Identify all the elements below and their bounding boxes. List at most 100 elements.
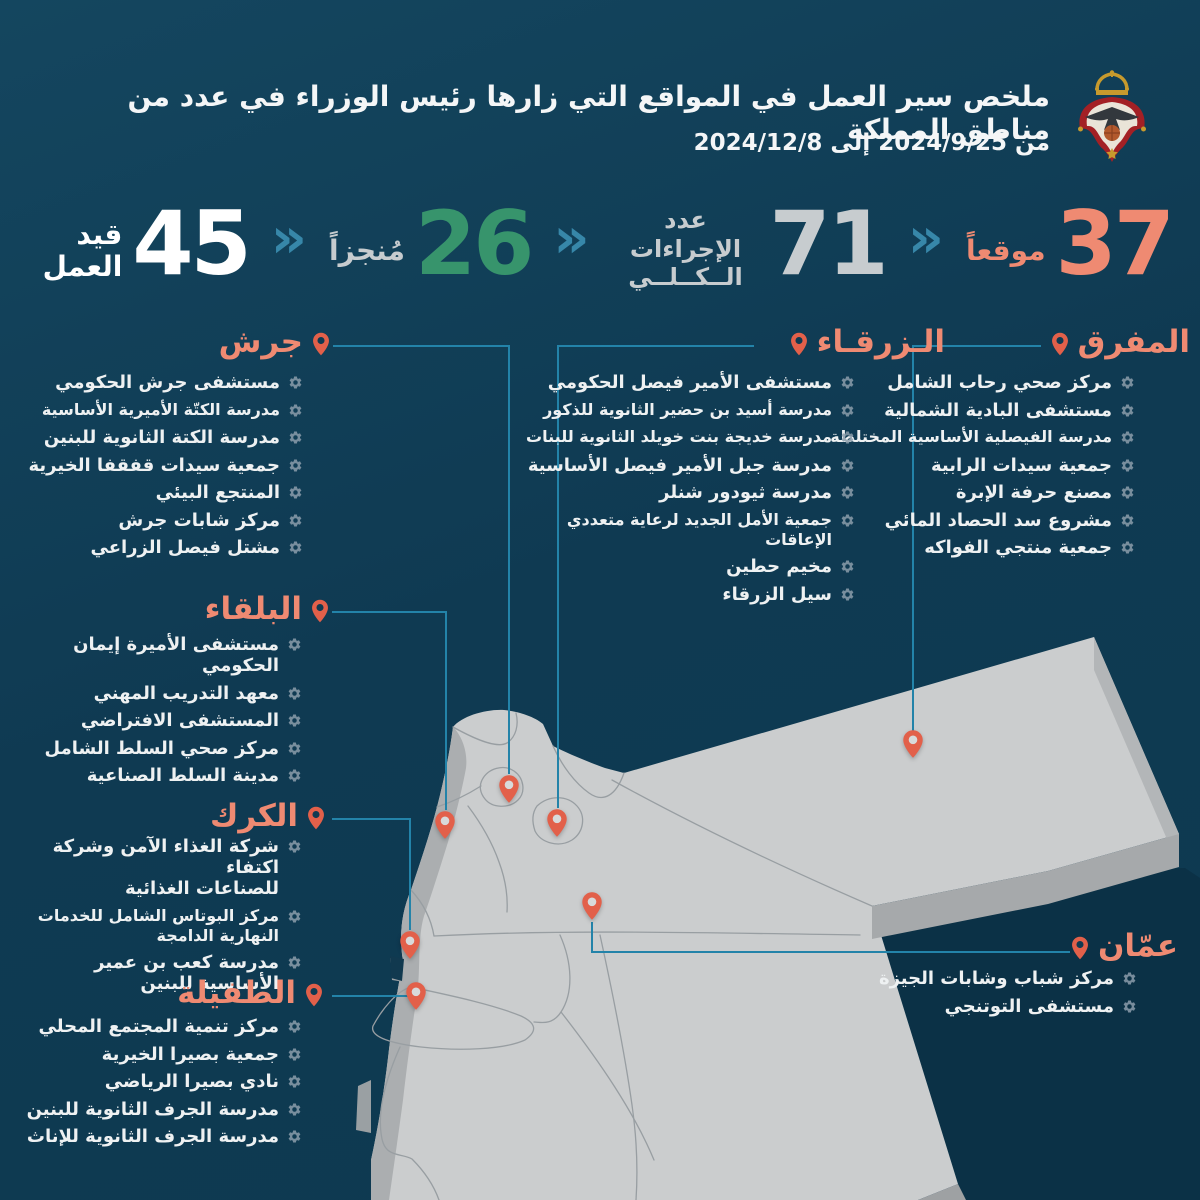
gear-icon: [287, 686, 302, 701]
site-item: مركز تنمية المجتمع المحلي: [12, 1016, 302, 1037]
gear-icon: [288, 513, 303, 528]
map-dead-sea: [390, 956, 404, 981]
region-header-tafilah: الطفيلة: [177, 978, 323, 1009]
site-item: مستشفى التوتنجي: [857, 996, 1137, 1017]
stat-in-progress: 45 قيد العمل: [0, 199, 252, 287]
gear-icon: [287, 955, 302, 970]
region-header-balqa: البلقاء: [205, 594, 329, 625]
gear-icon: [840, 430, 855, 445]
stat-completed: 26 مُنجزاً: [328, 191, 534, 295]
region-header-zarqa: الـزرقـاء: [790, 327, 945, 358]
gear-icon: [287, 1074, 302, 1089]
jordan-coat-of-arms: [1078, 70, 1146, 162]
gear-icon: [287, 909, 302, 924]
location-pin-icon: [1051, 332, 1069, 356]
gear-icon: [287, 1129, 302, 1144]
site-item: مستشفى الأميرة إيمان الحكومي: [22, 634, 302, 676]
gear-icon: [1120, 375, 1135, 390]
region-title: جرش: [218, 324, 303, 360]
gear-icon: [287, 1047, 302, 1062]
site-item: مركز شابات جرش: [28, 510, 303, 531]
region-header-jerash: جرش: [219, 327, 330, 358]
connector-zarqa-h: [558, 345, 754, 347]
location-pin-icon: [311, 599, 329, 623]
connector-mafraq-v: [912, 345, 914, 731]
site-item: جمعية سيدات قفقفا الخيرية: [28, 455, 303, 476]
gear-icon: [288, 375, 303, 390]
gear-icon: [840, 513, 855, 528]
summary-stats: 37 موقعاً « 71 عدد الإجراءات الــكــلــي…: [0, 191, 1175, 295]
stat-total-label-line1: عدد الإجراءات: [629, 205, 742, 263]
site-item: مركز شباب وشابات الجيزة: [857, 968, 1137, 989]
site-item: معهد التدريب المهني: [22, 683, 302, 704]
region-title: البلقاء: [204, 591, 302, 627]
map-pin-mafraq: [902, 729, 924, 759]
gear-icon: [288, 403, 303, 418]
map-governorate-borders: [372, 712, 873, 1200]
site-item: مدرسة الجرف الثانوية للبنين: [12, 1099, 302, 1120]
gear-icon: [287, 768, 302, 783]
region-title: الكرك: [210, 798, 298, 834]
connector-amman-v: [591, 922, 593, 953]
site-item: مدرسة الكتة الثانوية للبنين: [28, 427, 303, 448]
site-item: جمعية الأمل الجديد لرعاية متعددي الإعاقا…: [520, 510, 855, 550]
connector-balqa-v: [445, 611, 447, 810]
gear-icon: [287, 741, 302, 756]
site-item: مدرسة جبل الأمير فيصل الأساسية: [520, 455, 855, 476]
site-list-balqa: مستشفى الأميرة إيمان الحكومي معهد التدري…: [22, 634, 302, 786]
site-item: مشروع سد الحصاد المائي: [815, 510, 1135, 531]
site-item: جمعية سيدات الرابية: [815, 455, 1135, 476]
gear-icon: [287, 713, 302, 728]
region-header-amman: عمّان: [1071, 931, 1178, 962]
gear-icon: [1120, 403, 1135, 418]
connector-balqa-h: [332, 611, 446, 613]
page-title: ملخص سير العمل في المواقع التي زارها رئي…: [127, 80, 1050, 146]
connector-mafraq-h: [913, 345, 1041, 347]
site-item: مدرسة كعب بن عمير الأساسية للبنين: [22, 952, 302, 994]
map-side-face-east: [1094, 637, 1179, 867]
stat-completed-label: مُنجزاً: [328, 233, 405, 267]
connector-karak-v: [409, 818, 411, 930]
site-item: مدرسة الكتّة الأميرية الأساسية: [28, 400, 303, 421]
gear-icon: [1122, 971, 1137, 986]
date-range: من 2024/9/25 إلى 2024/12/8: [693, 130, 1050, 156]
map-pin-amman: [581, 891, 603, 921]
site-item: مدرسة أسيد بن حضير الثانوية للذكور: [520, 400, 855, 421]
location-pin-icon: [790, 332, 808, 356]
gear-icon: [840, 559, 855, 574]
chevron-separator-icon: «: [553, 206, 590, 271]
gear-icon: [287, 1102, 302, 1117]
region-title: المفرق: [1077, 324, 1190, 360]
location-pin-icon: [305, 983, 323, 1007]
site-item: مستشفى البادية الشمالية: [815, 400, 1135, 421]
site-list-tafilah: مركز تنمية المجتمع المحلي جمعية بصيرا ال…: [12, 1016, 302, 1147]
site-list-karak: شركة الغذاء الآمن وشركة اكتفاء للصناعات …: [22, 836, 302, 994]
stat-total-actions: 71 عدد الإجراءات الــكــلــي: [612, 196, 889, 292]
gear-icon: [288, 430, 303, 445]
connector-karak-h: [332, 818, 410, 820]
map-pin-zarqa: [546, 808, 568, 838]
gear-icon: [840, 375, 855, 390]
gear-icon: [287, 839, 302, 854]
connector-zarqa-v: [557, 345, 559, 808]
site-item: مركز صحي السلط الشامل: [22, 738, 302, 759]
site-list-jerash: مستشفى جرش الحكومي مدرسة الكتّة الأميرية…: [28, 372, 303, 558]
connector-amman-h: [591, 951, 1070, 953]
gear-icon: [1120, 458, 1135, 473]
site-item: جمعية بصيرا الخيرية: [12, 1044, 302, 1065]
region-title: الـزرقـاء: [816, 324, 945, 360]
map-pin-karak: [399, 930, 421, 960]
site-item: نادي بصيرا الرياضي: [12, 1071, 302, 1092]
site-item: مستشفى جرش الحكومي: [28, 372, 303, 393]
site-item: مدرسة الفيصلية الأساسية المختلطة: [815, 427, 1135, 448]
site-item: المنتجع البيئي: [28, 482, 303, 503]
map-side-face-bottom: [918, 1184, 966, 1200]
gear-icon: [1120, 485, 1135, 500]
site-list-mafraq: مركز صحي رحاب الشامل مستشفى البادية الشم…: [815, 372, 1135, 558]
region-header-karak: الكرك: [210, 801, 325, 832]
site-item: مدرسة الجرف الثانوية للإناث: [12, 1126, 302, 1147]
site-list-zarqa: مستشفى الأمير فيصل الحكومي مدرسة أسيد بن…: [520, 372, 855, 605]
stat-completed-value: 26: [414, 191, 534, 295]
region-header-mafraq: المفرق: [1051, 327, 1190, 358]
